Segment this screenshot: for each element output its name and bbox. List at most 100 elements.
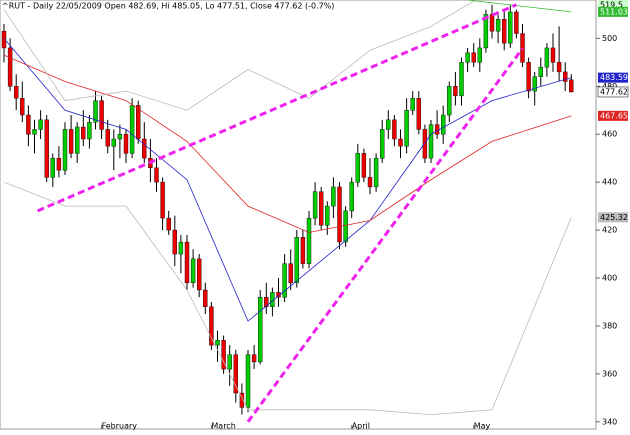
candle-body bbox=[135, 105, 141, 140]
y-tick-label: 500 bbox=[602, 34, 617, 43]
candle-body bbox=[13, 86, 19, 99]
candle-body bbox=[380, 129, 385, 159]
price-label-box bbox=[598, 110, 628, 121]
candle-body bbox=[117, 134, 123, 140]
candle-body bbox=[99, 100, 104, 130]
candle-body bbox=[331, 186, 336, 207]
y-tick-label: 360 bbox=[602, 369, 617, 378]
candle-body bbox=[251, 354, 257, 363]
y-tick-label: 420 bbox=[602, 226, 617, 235]
candle-body bbox=[471, 52, 476, 63]
candle-body bbox=[160, 181, 165, 219]
candle-body bbox=[306, 217, 312, 264]
candle-body bbox=[111, 138, 117, 147]
candle-body bbox=[264, 296, 269, 307]
candle-body bbox=[239, 392, 245, 408]
candle-body bbox=[178, 241, 184, 255]
candle-body bbox=[569, 79, 574, 93]
candle-body bbox=[526, 62, 531, 92]
x-tick-label: April bbox=[352, 422, 370, 431]
candle-body bbox=[32, 129, 37, 135]
candle-body bbox=[87, 122, 92, 140]
candle-body bbox=[288, 263, 293, 284]
y-tick-label: 400 bbox=[602, 274, 617, 283]
candle-body bbox=[319, 191, 324, 226]
candle-body bbox=[44, 119, 49, 178]
overlay-line bbox=[467, 0, 572, 13]
candle-body bbox=[172, 229, 178, 255]
candle-body bbox=[20, 98, 25, 116]
y-tick-label: 460 bbox=[602, 130, 617, 139]
candle-body bbox=[233, 354, 239, 394]
candle-body bbox=[221, 340, 226, 370]
candle-body bbox=[441, 114, 446, 135]
candle-body bbox=[166, 217, 171, 231]
y-tick-label: 440 bbox=[602, 178, 617, 187]
candle-body bbox=[7, 47, 13, 87]
candle-body bbox=[563, 71, 568, 82]
candle-body bbox=[62, 129, 68, 171]
y-tick-label: 340 bbox=[602, 417, 617, 426]
y-tick-label: 480 bbox=[602, 82, 617, 91]
candle-body bbox=[129, 105, 135, 154]
overlay-line bbox=[3, 38, 572, 322]
candle-body bbox=[434, 124, 440, 135]
candle-body bbox=[392, 119, 397, 140]
candle-body bbox=[50, 157, 55, 178]
candle-body bbox=[1, 30, 7, 49]
candle-body bbox=[282, 263, 287, 298]
candle-body bbox=[81, 126, 86, 140]
overlay-line bbox=[3, 0, 477, 111]
price-label: 483.599 bbox=[600, 73, 630, 82]
trend-line bbox=[36, 3, 517, 213]
candle-body bbox=[26, 114, 31, 135]
candle-body bbox=[312, 191, 318, 219]
candle-body bbox=[209, 306, 214, 346]
price-label: 425.32 bbox=[600, 213, 628, 222]
candle-body bbox=[203, 289, 208, 307]
candle-body bbox=[123, 134, 129, 154]
candle-body bbox=[343, 210, 348, 243]
candle-body bbox=[184, 241, 190, 284]
overlay-line bbox=[3, 54, 572, 233]
candle-body bbox=[294, 237, 299, 284]
candle-body bbox=[154, 167, 159, 183]
candle-body bbox=[227, 354, 232, 370]
x-tick-label: May bbox=[474, 422, 491, 431]
candle-body bbox=[190, 258, 196, 284]
candle-body bbox=[502, 18, 507, 44]
candle-body bbox=[355, 153, 360, 183]
candle-body bbox=[556, 62, 562, 73]
candle-body bbox=[215, 340, 220, 346]
candle-body bbox=[337, 186, 342, 243]
candle-body bbox=[514, 11, 519, 34]
candle-body bbox=[74, 126, 80, 154]
plot-frame bbox=[0, 0, 597, 430]
candle-body bbox=[196, 258, 202, 291]
candle-body bbox=[495, 18, 501, 32]
candle-body bbox=[416, 98, 421, 130]
candle-body bbox=[453, 86, 458, 97]
candle-body bbox=[538, 66, 543, 77]
candle-body bbox=[520, 33, 525, 63]
candle-body bbox=[373, 157, 379, 188]
price-label: 519.5 bbox=[600, 1, 623, 10]
candle-body bbox=[300, 237, 306, 264]
overlay-line bbox=[3, 181, 572, 416]
x-tick-label: February bbox=[102, 422, 138, 431]
candle-body bbox=[465, 52, 470, 63]
trend-line bbox=[246, 47, 524, 423]
y-tick-label: 380 bbox=[602, 321, 617, 330]
candle-body bbox=[447, 86, 452, 116]
candle-body bbox=[398, 138, 403, 147]
candle-body bbox=[532, 76, 537, 92]
candle-body bbox=[68, 129, 74, 154]
candle-body bbox=[142, 138, 147, 159]
candle-body bbox=[404, 110, 409, 147]
candle-body bbox=[483, 14, 489, 49]
candle-body bbox=[459, 62, 464, 97]
candle-body bbox=[422, 129, 428, 159]
price-label-box bbox=[598, 0, 628, 10]
candle-body bbox=[508, 11, 513, 44]
